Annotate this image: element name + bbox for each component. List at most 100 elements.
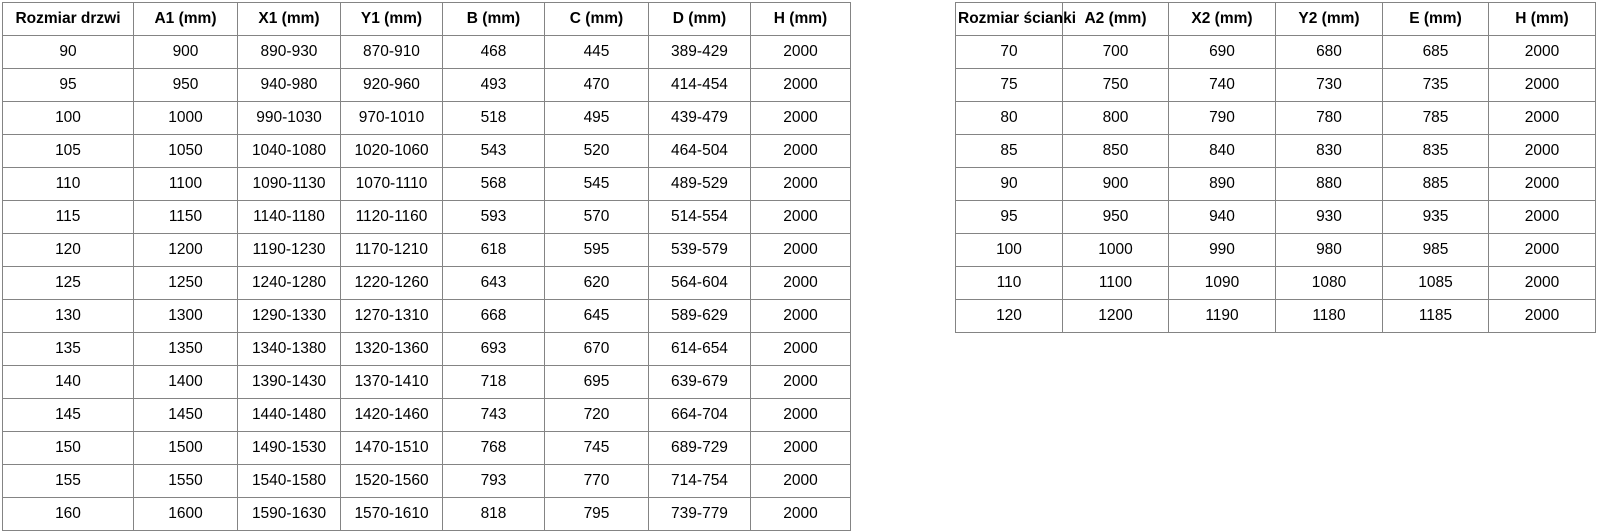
cell-b: 618 bbox=[442, 233, 545, 267]
cell-y2: 980 bbox=[1275, 233, 1383, 267]
cell-a2: 750 bbox=[1062, 68, 1169, 102]
cell-x1: 990-1030 bbox=[237, 101, 341, 135]
cell-c: 645 bbox=[544, 299, 649, 333]
column-header-e: E (mm) bbox=[1382, 2, 1489, 36]
cell-x2: 740 bbox=[1168, 68, 1276, 102]
cell-c: 595 bbox=[544, 233, 649, 267]
column-header-x2: X2 (mm) bbox=[1168, 2, 1276, 36]
table-row: 160 1600 1590-1630 1570-1610 818 795 739-779 20… bbox=[2, 497, 851, 531]
cell-b: 793 bbox=[442, 464, 545, 498]
cell-rozmiar-drzwi: 120 bbox=[2, 233, 134, 267]
table-row: 100 1000 990 980 985 2000 bbox=[955, 233, 1596, 267]
cell-y1: 1070-1110 bbox=[340, 167, 443, 201]
cell-rozmiar-scianki: 85 bbox=[955, 134, 1063, 168]
cell-y1: 1370-1410 bbox=[340, 365, 443, 399]
cell-x1: 1490-1530 bbox=[237, 431, 341, 465]
cell-y2: 930 bbox=[1275, 200, 1383, 234]
cell-a2: 800 bbox=[1062, 101, 1169, 135]
cell-b: 718 bbox=[442, 365, 545, 399]
cell-d: 664-704 bbox=[648, 398, 751, 432]
table-row: 120 1200 1190-1230 1170-1210 618 595 539-579 20… bbox=[2, 233, 851, 267]
cell-e: 1185 bbox=[1382, 299, 1489, 333]
cell-c: 445 bbox=[544, 35, 649, 69]
table-row: 100 1000 990-1030 970-1010 518 495 439-479 2000 bbox=[2, 101, 851, 135]
cell-x1: 1240-1280 bbox=[237, 266, 341, 300]
cell-x1: 1190-1230 bbox=[237, 233, 341, 267]
cell-x1: 940-980 bbox=[237, 68, 341, 102]
cell-c: 495 bbox=[544, 101, 649, 135]
table-row: 90 900 890 880 885 2000 bbox=[955, 167, 1596, 201]
cell-x1: 1140-1180 bbox=[237, 200, 341, 234]
cell-h: 2000 bbox=[750, 68, 851, 102]
cell-b: 818 bbox=[442, 497, 545, 531]
table-row: 110 1100 1090 1080 1085 2000 bbox=[955, 266, 1596, 300]
cell-rozmiar-drzwi: 145 bbox=[2, 398, 134, 432]
cell-y2: 830 bbox=[1275, 134, 1383, 168]
cell-c: 470 bbox=[544, 68, 649, 102]
walls-table-body: 70 700 690 680 685 2000 75 750 740 730 735 2000 80… bbox=[955, 35, 1596, 333]
cell-x1: 1090-1130 bbox=[237, 167, 341, 201]
cell-d: 514-554 bbox=[648, 200, 751, 234]
cell-b: 493 bbox=[442, 68, 545, 102]
cell-h: 2000 bbox=[750, 398, 851, 432]
cell-h: 2000 bbox=[1488, 134, 1596, 168]
column-header-d: D (mm) bbox=[648, 2, 751, 36]
cell-y2: 1180 bbox=[1275, 299, 1383, 333]
cell-e: 785 bbox=[1382, 101, 1489, 135]
cell-rozmiar-drzwi: 130 bbox=[2, 299, 134, 333]
cell-a2: 1100 bbox=[1062, 266, 1169, 300]
cell-rozmiar-drzwi: 115 bbox=[2, 200, 134, 234]
cell-h: 2000 bbox=[750, 332, 851, 366]
table-row: 120 1200 1190 1180 1185 2000 bbox=[955, 299, 1596, 333]
cell-e: 885 bbox=[1382, 167, 1489, 201]
cell-a2: 1200 bbox=[1062, 299, 1169, 333]
cell-rozmiar-scianki: 80 bbox=[955, 101, 1063, 135]
table-row: 110 1100 1090-1130 1070-1110 568 545 489-529 20… bbox=[2, 167, 851, 201]
column-header-rozmiar-drzwi: Rozmiar drzwi bbox=[2, 2, 134, 36]
cell-rozmiar-drzwi: 100 bbox=[2, 101, 134, 135]
cell-c: 545 bbox=[544, 167, 649, 201]
cell-y1: 1420-1460 bbox=[340, 398, 443, 432]
cell-a1: 950 bbox=[133, 68, 238, 102]
table-row: 115 1150 1140-1180 1120-1160 593 570 514-554 20… bbox=[2, 200, 851, 234]
column-header-y1: Y1 (mm) bbox=[340, 2, 443, 36]
table-row: 90 900 890-930 870-910 468 445 389-429 2000 bbox=[2, 35, 851, 69]
cell-c: 670 bbox=[544, 332, 649, 366]
column-header-a1: A1 (mm) bbox=[133, 2, 238, 36]
cell-b: 568 bbox=[442, 167, 545, 201]
cell-y1: 1120-1160 bbox=[340, 200, 443, 234]
cell-d: 739-779 bbox=[648, 497, 751, 531]
table-row: 95 950 940-980 920-960 493 470 414-454 2000 bbox=[2, 68, 851, 102]
cell-rozmiar-scianki: 70 bbox=[955, 35, 1063, 69]
cell-y1: 1470-1510 bbox=[340, 431, 443, 465]
cell-y1: 1270-1310 bbox=[340, 299, 443, 333]
cell-c: 695 bbox=[544, 365, 649, 399]
walls-table-header: Rozmiar ścianki A2 (mm) X2 (mm) Y2 (mm) … bbox=[955, 2, 1596, 36]
cell-h: 2000 bbox=[750, 134, 851, 168]
column-header-x1: X1 (mm) bbox=[237, 2, 341, 36]
cell-h: 2000 bbox=[750, 266, 851, 300]
cell-b: 743 bbox=[442, 398, 545, 432]
cell-d: 639-679 bbox=[648, 365, 751, 399]
cell-rozmiar-drzwi: 140 bbox=[2, 365, 134, 399]
cell-a2: 700 bbox=[1062, 35, 1169, 69]
cell-a1: 1600 bbox=[133, 497, 238, 531]
table-row: 140 1400 1390-1430 1370-1410 718 695 639-679 20… bbox=[2, 365, 851, 399]
cell-a1: 1500 bbox=[133, 431, 238, 465]
cell-a1: 1000 bbox=[133, 101, 238, 135]
cell-b: 693 bbox=[442, 332, 545, 366]
cell-y2: 680 bbox=[1275, 35, 1383, 69]
cell-b: 518 bbox=[442, 101, 545, 135]
cell-y1: 1220-1260 bbox=[340, 266, 443, 300]
column-header-a2: A2 (mm) bbox=[1062, 2, 1169, 36]
table-header-row: Rozmiar ścianki A2 (mm) X2 (mm) Y2 (mm) … bbox=[955, 2, 1596, 36]
cell-e: 835 bbox=[1382, 134, 1489, 168]
table-header-row: Rozmiar drzwi A1 (mm) X1 (mm) Y1 (mm) B … bbox=[2, 2, 851, 36]
cell-h: 2000 bbox=[750, 233, 851, 267]
column-header-rozmiar-scianki: Rozmiar ścianki bbox=[955, 2, 1076, 36]
table-row: 155 1550 1540-1580 1520-1560 793 770 714-754 20… bbox=[2, 464, 851, 498]
doors-table-body: 90 900 890-930 870-910 468 445 389-429 2000 95 9… bbox=[2, 35, 851, 531]
cell-a2: 1000 bbox=[1062, 233, 1169, 267]
cell-a1: 1100 bbox=[133, 167, 238, 201]
cell-d: 414-454 bbox=[648, 68, 751, 102]
